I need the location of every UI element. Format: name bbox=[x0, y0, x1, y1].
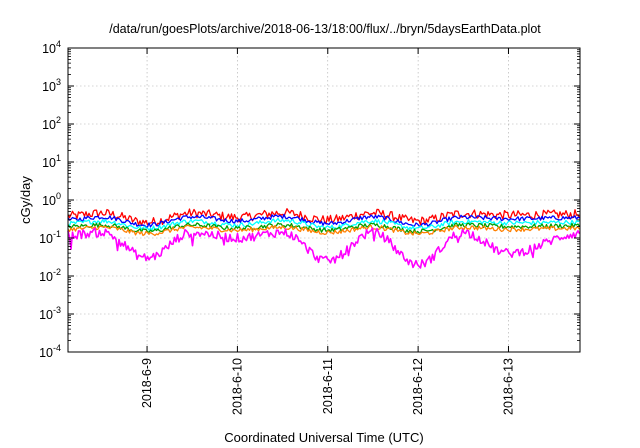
y-tick-label: 101 bbox=[42, 153, 61, 170]
x-tick-label: 2018-6-13 bbox=[501, 358, 515, 415]
grid-lines bbox=[68, 48, 580, 352]
y-axis: 104 103 102 101 100 10-1 10-2 10-3 10-4 bbox=[39, 39, 580, 360]
series-line bbox=[67, 222, 581, 235]
y-tick-label: 100 bbox=[42, 191, 61, 208]
series-line bbox=[67, 227, 581, 269]
series-line bbox=[67, 224, 581, 237]
y-tick-label: 10-3 bbox=[39, 305, 61, 322]
y-tick-label: 10-1 bbox=[39, 229, 61, 246]
x-tick-label: 2018-6-11 bbox=[321, 358, 335, 414]
x-tick-label: 2018-6-10 bbox=[230, 358, 244, 415]
y-tick-label: 10-2 bbox=[39, 267, 61, 284]
y-tick-label: 104 bbox=[42, 39, 61, 56]
series-line bbox=[67, 213, 580, 228]
x-axis-label: Coordinated Universal Time (UTC) bbox=[224, 430, 423, 445]
x-axis: 2018-6-9 2018-6-10 2018-6-11 2018-6-12 2018-… bbox=[140, 48, 515, 415]
y-tick-label: 103 bbox=[42, 77, 61, 94]
y-tick-label: 10-4 bbox=[39, 343, 61, 360]
series-layer bbox=[67, 208, 581, 269]
x-tick-label: 2018-6-9 bbox=[140, 358, 154, 408]
y-tick-label: 102 bbox=[42, 115, 61, 132]
y-axis-label: cGy/day bbox=[18, 176, 33, 224]
x-tick-label: 2018-6-12 bbox=[411, 358, 425, 415]
chart-title: /data/run/goesPlots/archive/2018-06-13/1… bbox=[109, 22, 541, 36]
